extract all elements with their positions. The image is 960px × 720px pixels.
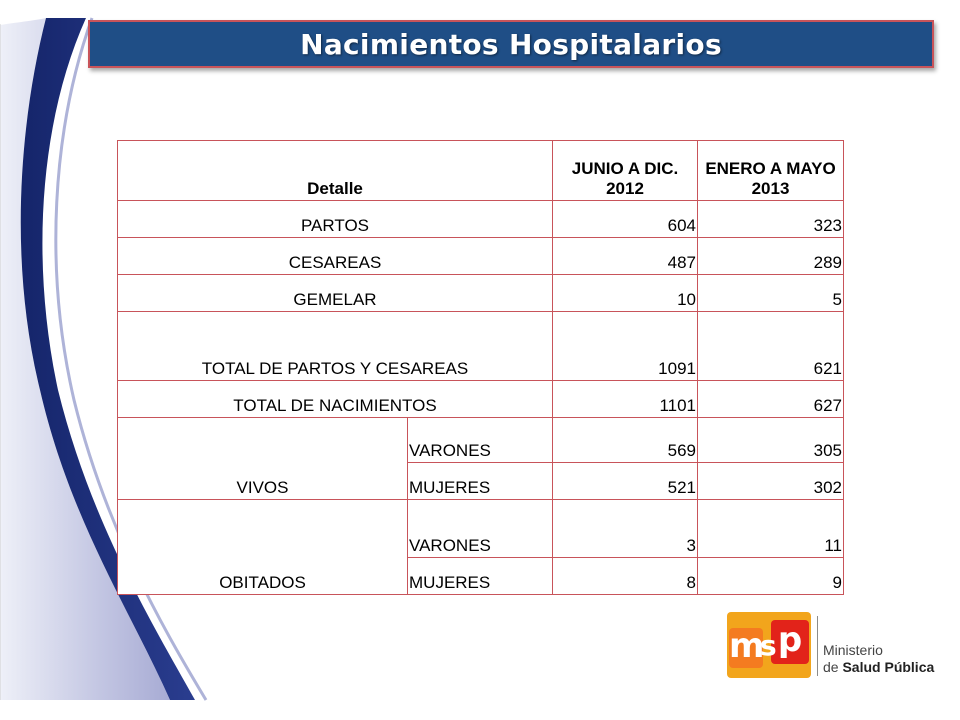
- logo-mark-m: m: [729, 626, 765, 668]
- value-2013: 627: [697, 380, 844, 418]
- value-2013: 9: [697, 557, 844, 595]
- value-2013: 302: [697, 462, 844, 500]
- table-row: TOTAL DE PARTOS Y CESAREAS 1091 621: [117, 311, 844, 381]
- row-label: TOTAL DE NACIMIENTOS: [117, 380, 553, 418]
- page-title: Nacimientos Hospitalarios: [300, 27, 722, 61]
- value-2013: 289: [697, 237, 844, 275]
- sub-label: MUJERES: [407, 462, 553, 500]
- swoosh-thin-line: [54, 17, 208, 701]
- header-2013: ENERO A MAYO 2013: [697, 140, 844, 201]
- ministry-logo: m p s Ministerio de Salud Pública: [727, 612, 937, 680]
- row-label: TOTAL DE PARTOS Y CESAREAS: [117, 311, 553, 381]
- logo-text-ministerio: Ministerio: [823, 642, 883, 658]
- sub-label: MUJERES: [407, 557, 553, 595]
- table-row: GEMELAR 10 5: [117, 274, 844, 312]
- value-2012: 8: [552, 557, 698, 595]
- table-row: CESAREAS 487 289: [117, 237, 844, 275]
- row-label: PARTOS: [117, 200, 553, 238]
- group-label: VIVOS: [117, 417, 408, 500]
- table-row: MUJERES 521 302: [118, 462, 844, 500]
- births-table: Detalle JUNIO A DIC. 2012 ENERO A MAYO 2…: [117, 140, 844, 595]
- value-2012: 1091: [552, 311, 698, 381]
- logo-mark-p: p: [771, 620, 809, 664]
- value-2013: 621: [697, 311, 844, 381]
- value-2012: 1101: [552, 380, 698, 418]
- value-2012: 10: [552, 274, 698, 312]
- table-row: PARTOS 604 323: [117, 200, 844, 238]
- logo-text-prefix: de: [823, 659, 843, 675]
- value-2012: 521: [552, 462, 698, 500]
- table-row: VIVOS VARONES 569 305: [117, 417, 844, 500]
- value-2013: 5: [697, 274, 844, 312]
- value-2012: 569: [552, 417, 698, 463]
- row-label: GEMELAR: [117, 274, 553, 312]
- title-bar: Nacimientos Hospitalarios: [88, 20, 934, 68]
- header-2012: JUNIO A DIC. 2012: [552, 140, 698, 201]
- swoosh-light-band: [0, 18, 170, 700]
- sub-label: VARONES: [407, 499, 553, 558]
- value-2013: 11: [697, 499, 844, 558]
- value-2013: 323: [697, 200, 844, 238]
- logo-text-bold: Salud Pública: [842, 659, 935, 675]
- table-row: TOTAL DE NACIMIENTOS 1101 627: [117, 380, 844, 418]
- table-row: OBITADOS VARONES 3 11: [117, 499, 844, 595]
- header-detalle: Detalle: [117, 140, 553, 201]
- logo-mark-s: s: [760, 629, 777, 662]
- logo-text-salud: de Salud Pública: [823, 659, 934, 675]
- group-label: OBITADOS: [117, 499, 408, 595]
- table-header-row: Detalle JUNIO A DIC. 2012 ENERO A MAYO 2…: [117, 140, 844, 201]
- row-label: CESAREAS: [117, 237, 553, 275]
- table-row: MUJERES 8 9: [118, 557, 844, 595]
- value-2013: 305: [697, 417, 844, 463]
- value-2012: 604: [552, 200, 698, 238]
- swoosh-dark-band: [20, 18, 196, 700]
- logo-divider: [817, 616, 818, 676]
- value-2012: 3: [552, 499, 698, 558]
- logo-mark: m p s: [727, 612, 811, 678]
- sub-label: VARONES: [407, 417, 553, 463]
- value-2012: 487: [552, 237, 698, 275]
